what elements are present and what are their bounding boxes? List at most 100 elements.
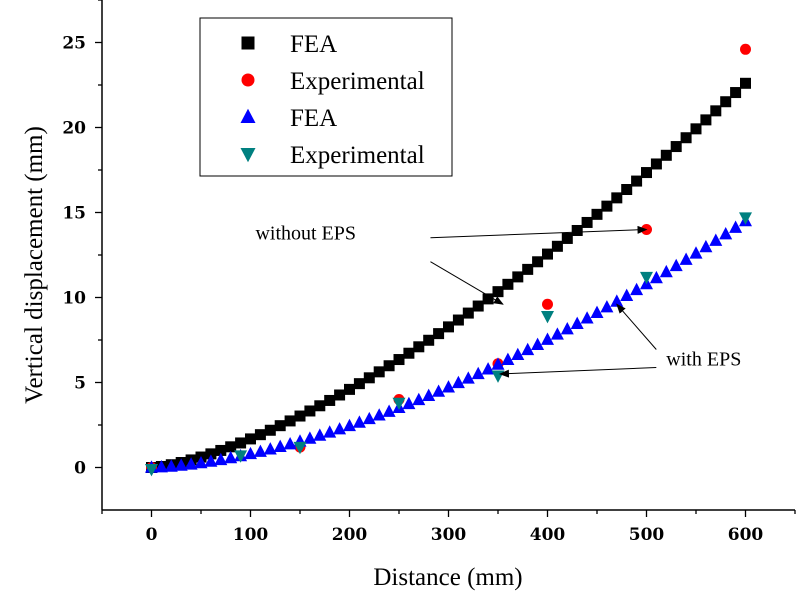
legend-label: FEA xyxy=(290,31,337,58)
data-point xyxy=(362,411,376,425)
annotation-arrow xyxy=(430,225,648,239)
data-point xyxy=(433,328,445,340)
data-point xyxy=(204,454,218,467)
data-point xyxy=(241,73,255,87)
data-point xyxy=(600,300,614,313)
data-point xyxy=(630,282,644,296)
data-point xyxy=(501,352,515,365)
data-point xyxy=(669,258,683,272)
data-point xyxy=(541,332,554,345)
data-point xyxy=(402,396,416,410)
data-point xyxy=(521,342,535,356)
data-point xyxy=(491,370,505,383)
x-tick-label: 400 xyxy=(530,525,566,545)
annotation-label: without EPS xyxy=(255,223,356,245)
data-point xyxy=(471,366,485,380)
data-point xyxy=(601,200,613,212)
data-point xyxy=(740,77,751,89)
data-point xyxy=(164,459,178,472)
data-point xyxy=(729,220,743,233)
data-point xyxy=(413,341,425,353)
data-point xyxy=(542,298,553,310)
data-point xyxy=(244,446,257,460)
data-point xyxy=(154,460,168,473)
data-point xyxy=(174,458,188,471)
data-point xyxy=(314,400,326,412)
data-point xyxy=(145,464,158,477)
data-point xyxy=(403,347,415,359)
data-point xyxy=(462,307,474,319)
data-point xyxy=(571,224,583,236)
legend-item: Experimental xyxy=(240,142,425,169)
data-point xyxy=(372,408,386,421)
data-point xyxy=(363,372,375,384)
data-point xyxy=(224,450,238,464)
y-tick-label: 10 xyxy=(62,289,86,309)
data-point xyxy=(273,439,287,453)
x-tick-label: 300 xyxy=(431,525,467,545)
x-axis-title: Distance (mm) xyxy=(373,564,522,591)
data-point xyxy=(451,375,465,389)
data-point xyxy=(511,347,525,361)
data-point xyxy=(531,337,545,351)
data-point xyxy=(254,429,266,441)
data-point xyxy=(650,158,662,170)
legend-label: FEA xyxy=(290,105,337,132)
data-point xyxy=(373,366,385,378)
annotation-arrow xyxy=(498,367,657,378)
data-point xyxy=(541,311,554,324)
data-point xyxy=(699,239,713,253)
data-point xyxy=(502,278,514,290)
data-point xyxy=(343,418,356,432)
data-point xyxy=(323,425,337,438)
data-point xyxy=(689,246,703,259)
data-point xyxy=(710,105,722,117)
data-point xyxy=(590,305,604,319)
data-point xyxy=(352,415,366,428)
data-point xyxy=(591,208,603,220)
data-point xyxy=(620,288,634,301)
data-point xyxy=(324,394,336,406)
data-point xyxy=(303,431,317,444)
data-point xyxy=(283,437,297,450)
data-point xyxy=(719,227,733,240)
data-point xyxy=(739,212,752,225)
data-point xyxy=(241,36,255,50)
data-point xyxy=(740,43,751,55)
data-point xyxy=(274,420,286,432)
y-tick-label: 20 xyxy=(62,119,86,139)
data-point xyxy=(194,455,208,469)
data-point xyxy=(253,444,267,457)
y-tick-label: 25 xyxy=(62,34,86,54)
data-point xyxy=(392,397,406,411)
data-point xyxy=(245,433,256,445)
data-point xyxy=(240,108,256,123)
data-point xyxy=(659,264,673,278)
data-point xyxy=(423,334,435,346)
data-point xyxy=(443,321,454,333)
data-point xyxy=(353,378,365,390)
data-point xyxy=(679,252,693,265)
data-point xyxy=(700,114,712,126)
legend: FEA Experimental FEA Experimental xyxy=(199,17,453,177)
data-point xyxy=(184,457,198,470)
data-point xyxy=(512,271,524,283)
data-point xyxy=(670,141,682,153)
data-point xyxy=(709,233,723,246)
x-tick-label: 100 xyxy=(233,525,269,545)
legend-label: Experimental xyxy=(290,68,425,95)
data-point xyxy=(422,388,436,401)
data-point xyxy=(234,450,248,463)
y-tick-label: 0 xyxy=(74,459,86,479)
data-point xyxy=(690,123,702,135)
data-point xyxy=(561,232,573,244)
data-point xyxy=(215,444,227,456)
data-point xyxy=(550,327,564,340)
annotations: without EPS with EPS xyxy=(255,223,741,378)
legend-item: FEA xyxy=(241,31,337,58)
data-point xyxy=(383,360,395,372)
data-point xyxy=(205,448,217,460)
data-point xyxy=(482,293,494,305)
data-point xyxy=(560,322,574,335)
